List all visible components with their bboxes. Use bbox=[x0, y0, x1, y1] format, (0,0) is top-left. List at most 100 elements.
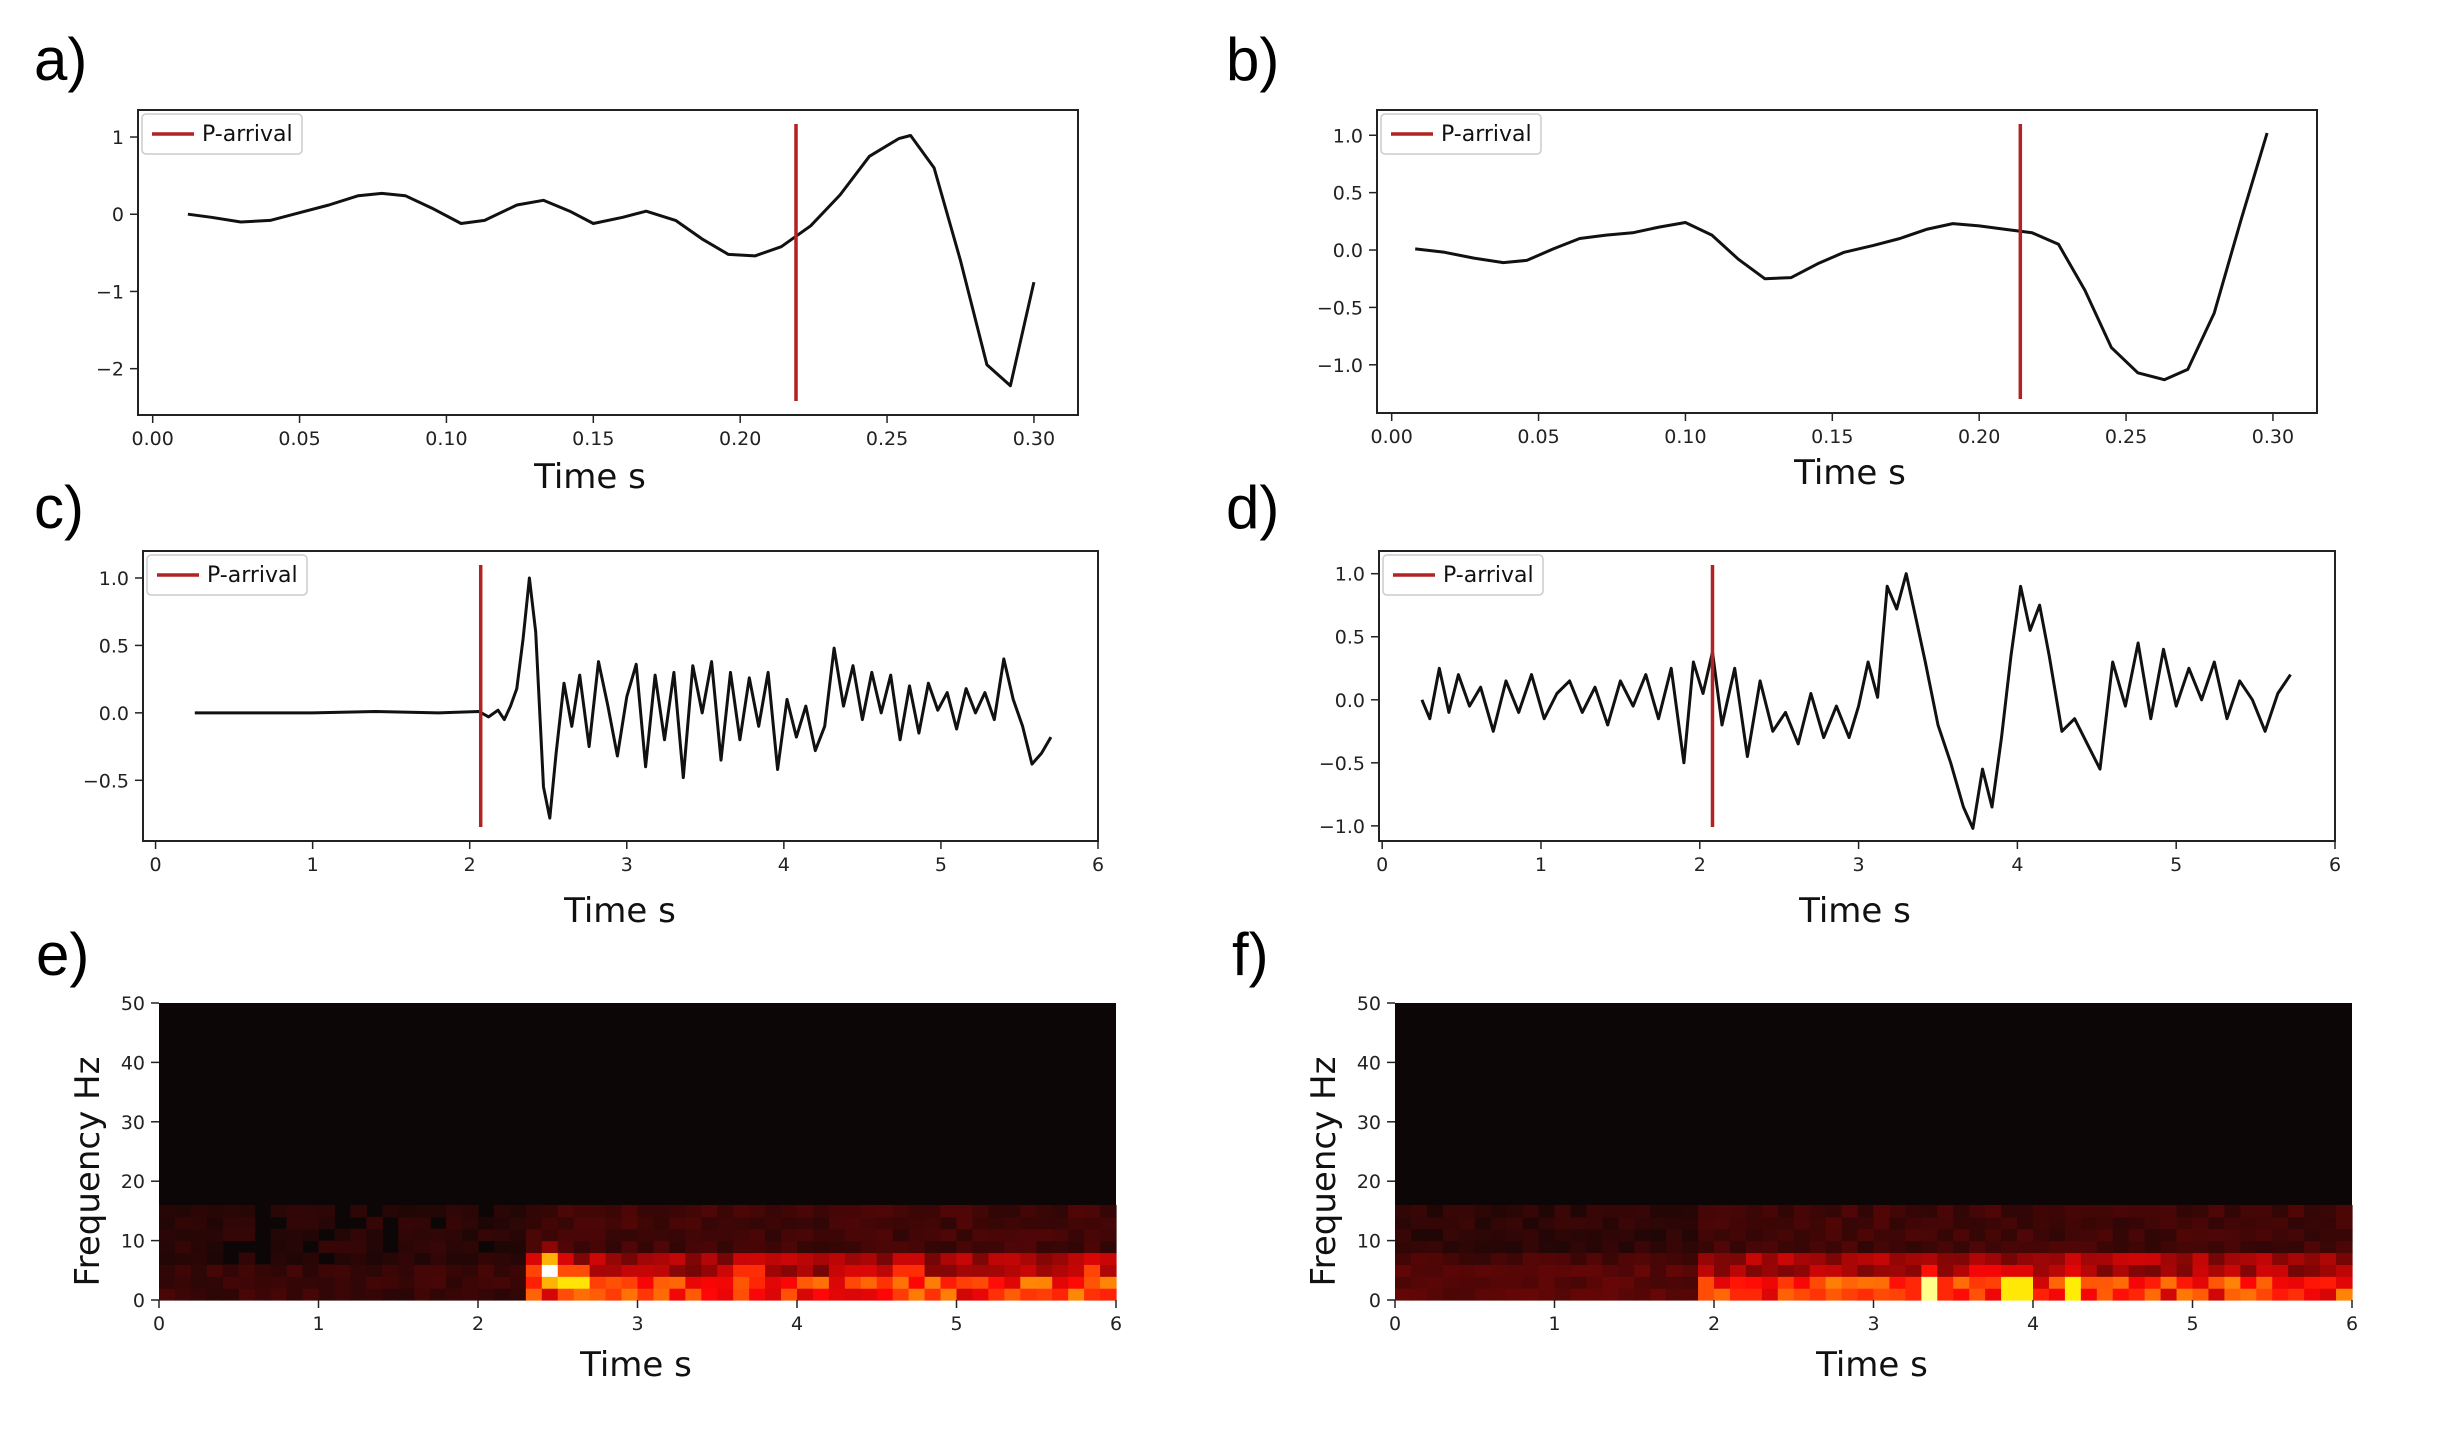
y-tick-label: 0 bbox=[1369, 1290, 1381, 1312]
spectrogram-cell bbox=[1921, 1264, 1938, 1277]
spectrogram-cell bbox=[1410, 1228, 1428, 1242]
spectrogram-cell bbox=[924, 1216, 942, 1230]
spectrogram-cell bbox=[1698, 1252, 1715, 1265]
spectrogram-cell bbox=[2017, 1204, 2034, 1218]
spectrogram-cell bbox=[605, 1252, 623, 1265]
spectrogram-cell bbox=[509, 1240, 527, 1254]
spectrogram-cell bbox=[1554, 1264, 1572, 1277]
y-tick-label: 0.5 bbox=[99, 635, 129, 657]
spectrogram-cell bbox=[765, 1264, 782, 1277]
spectrogram-cell bbox=[765, 1288, 782, 1301]
spectrogram-cell bbox=[940, 1204, 958, 1218]
spectrogram-cell bbox=[1490, 1204, 1508, 1218]
spectrogram-cell bbox=[2208, 1228, 2225, 1242]
spectrogram-cell bbox=[1698, 1264, 1715, 1277]
spectrogram-cell bbox=[2096, 1252, 2114, 1265]
spectrogram-cell bbox=[1020, 1240, 1037, 1254]
spectrogram-cell bbox=[685, 1240, 702, 1254]
spectrogram-cell bbox=[2336, 1216, 2353, 1230]
spectrogram-cell bbox=[1068, 1276, 1085, 1289]
spectrogram-cell bbox=[1410, 1288, 1428, 1301]
spectrogram-cell bbox=[222, 1204, 240, 1218]
spectrogram-cell bbox=[1745, 1228, 1763, 1242]
spectrogram-cell bbox=[2256, 1228, 2273, 1242]
spectrogram-cell bbox=[557, 1264, 575, 1277]
spectrogram-cell bbox=[1809, 1240, 1827, 1254]
spectrogram-cell bbox=[2240, 1216, 2257, 1230]
spectrogram-cell bbox=[812, 1288, 830, 1301]
spectrogram-cell bbox=[174, 1228, 192, 1242]
spectrogram-cell bbox=[749, 1288, 766, 1301]
spectrogram-cell bbox=[733, 1252, 750, 1265]
spectrogram-cell bbox=[812, 1240, 830, 1254]
spectrogram-cell bbox=[797, 1264, 814, 1277]
spectrogram-cell bbox=[1474, 1240, 1492, 1254]
y-tick-label: 0.0 bbox=[99, 703, 129, 725]
spectrogram-cell bbox=[493, 1228, 511, 1242]
x-tick-label: 0.20 bbox=[719, 428, 761, 450]
spectrogram-cell bbox=[2080, 1276, 2098, 1289]
spectrogram-cell bbox=[940, 1240, 958, 1254]
spectrogram-cell bbox=[1729, 1264, 1747, 1277]
spectrogram-cell bbox=[2160, 1288, 2178, 1301]
spectrogram-cell bbox=[1084, 1276, 1101, 1289]
spectrogram-cell bbox=[509, 1216, 527, 1230]
spectrogram-cell bbox=[1937, 1228, 1954, 1242]
spectrogram-cell bbox=[2048, 1240, 2066, 1254]
spectrogram-cell bbox=[462, 1276, 479, 1289]
spectrogram-cell bbox=[1522, 1264, 1540, 1277]
spectrogram-cell bbox=[270, 1240, 288, 1254]
x-tick-label: 0 bbox=[1376, 854, 1388, 876]
spectrogram-cell bbox=[1004, 1216, 1021, 1230]
spectrogram-cell bbox=[174, 1264, 192, 1277]
spectrogram-cell bbox=[669, 1216, 686, 1230]
spectrogram-cell bbox=[781, 1276, 798, 1289]
spectrogram-cell bbox=[1969, 1264, 1986, 1277]
spectrogram-cell bbox=[1650, 1264, 1667, 1277]
spectrogram-cell bbox=[2288, 1264, 2305, 1277]
spectrogram-cell bbox=[1889, 1204, 1906, 1218]
spectrogram-cell bbox=[605, 1276, 623, 1289]
spectrogram-cell bbox=[2320, 1204, 2337, 1218]
spectrogram-cell bbox=[2048, 1204, 2066, 1218]
spectrogram-cell bbox=[557, 1276, 575, 1289]
spectrogram-cell bbox=[924, 1288, 942, 1301]
legend-box bbox=[141, 113, 303, 155]
spectrogram-cell bbox=[286, 1276, 304, 1289]
spectrogram-cell bbox=[1426, 1252, 1444, 1265]
spectrogram-cell bbox=[1442, 1276, 1460, 1289]
spectrogram-cell bbox=[717, 1276, 734, 1289]
spectrogram-cell bbox=[525, 1276, 543, 1289]
spectrogram-cell bbox=[2224, 1252, 2241, 1265]
spectrogram-cell bbox=[2001, 1288, 2018, 1301]
spectrogram-cell bbox=[701, 1204, 718, 1218]
spectrogram-cell bbox=[1793, 1204, 1811, 1218]
spectrogram-cell bbox=[1084, 1264, 1101, 1277]
spectrogram-cell bbox=[1666, 1216, 1683, 1230]
spectrogram-cell bbox=[318, 1240, 336, 1254]
spectrogram-cell bbox=[2272, 1288, 2289, 1301]
spectrogram-cell bbox=[621, 1276, 639, 1289]
spectrogram-cell bbox=[1634, 1204, 1651, 1218]
legend-label: P-arrival bbox=[1441, 122, 1532, 147]
spectrogram-cell bbox=[1410, 1252, 1428, 1265]
spectrogram-cell bbox=[2096, 1240, 2114, 1254]
spectrogram-cell bbox=[589, 1252, 607, 1265]
spectrogram-cell bbox=[2176, 1240, 2194, 1254]
spectrogram-cell bbox=[781, 1264, 798, 1277]
spectrogram-cell bbox=[1650, 1228, 1667, 1242]
spectrogram-cell bbox=[1793, 1276, 1811, 1289]
spectrogram-cell bbox=[493, 1264, 511, 1277]
spectrogram-cell bbox=[206, 1252, 224, 1265]
spectrogram-cell bbox=[206, 1288, 224, 1301]
spectrogram-cell bbox=[1395, 1288, 1412, 1301]
spectrogram-cell bbox=[541, 1288, 559, 1301]
spectrogram-cell bbox=[1020, 1216, 1037, 1230]
spectrogram-cell bbox=[238, 1252, 256, 1265]
spectrogram-cell bbox=[2064, 1264, 2082, 1277]
spectrogram-cell bbox=[1490, 1276, 1508, 1289]
y-tick-label: −0.5 bbox=[1319, 753, 1365, 775]
spectrogram-cell bbox=[1570, 1264, 1587, 1277]
spectrogram-cell bbox=[1506, 1228, 1524, 1242]
